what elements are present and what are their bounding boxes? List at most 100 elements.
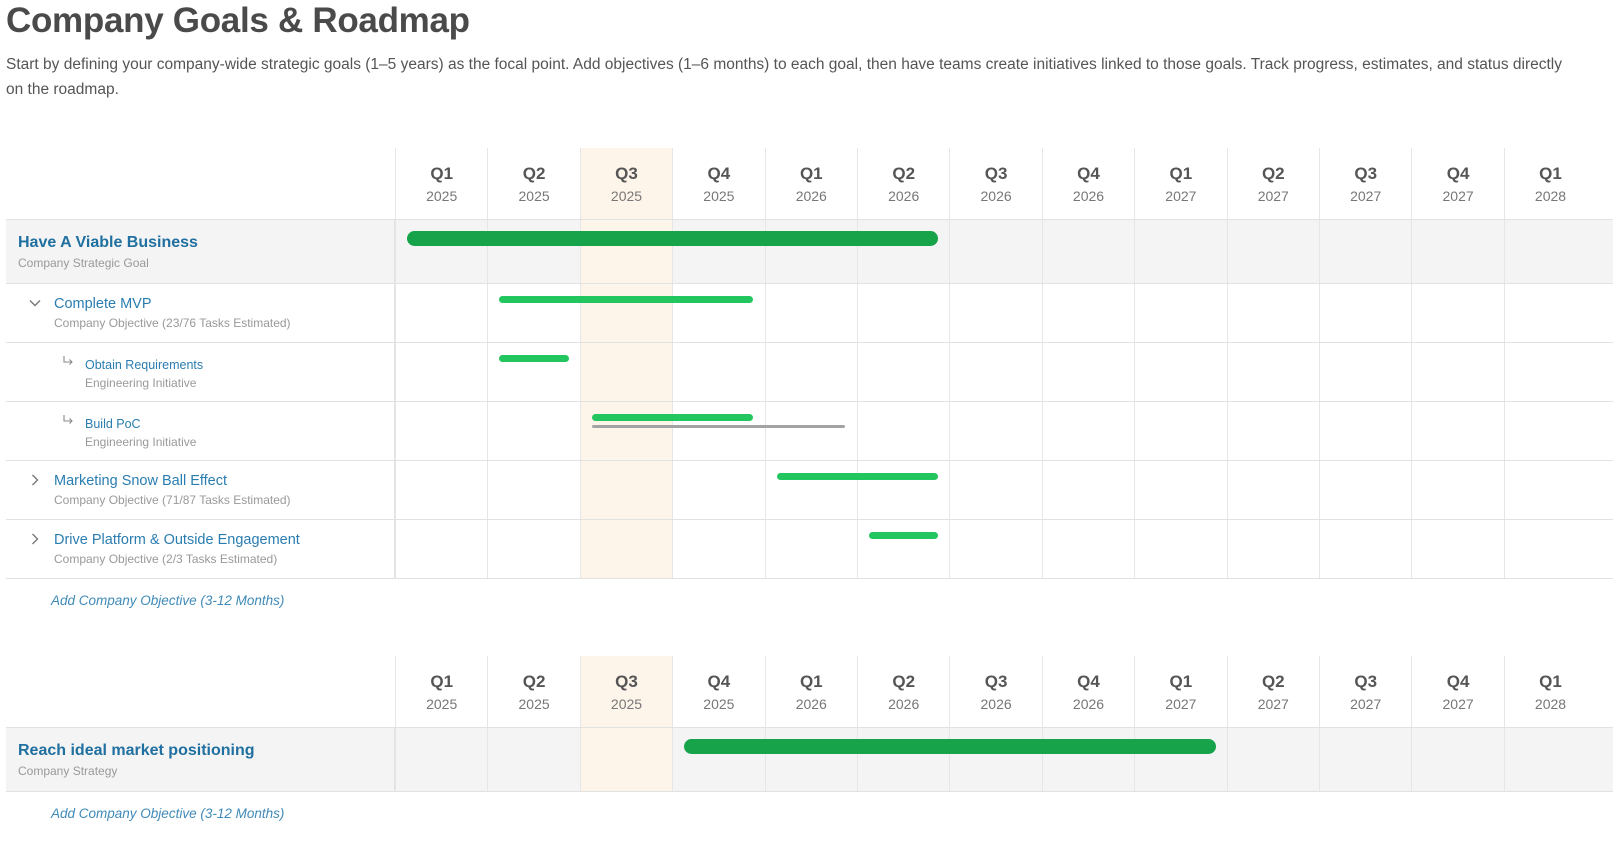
objective-title[interactable]: Drive Platform & Outside Engagement (54, 532, 300, 548)
timeline-cell (395, 728, 487, 791)
objective-timeline-bar[interactable] (499, 296, 753, 303)
timeline-cell (1041, 343, 1134, 401)
timeline-cell (949, 402, 1041, 460)
timeline-cell (395, 343, 487, 401)
quarter-label: Q4 (1446, 164, 1470, 183)
timeline-cell (1041, 461, 1134, 519)
initiative-timeline-bar[interactable] (499, 355, 569, 362)
chevron-down-icon[interactable] (28, 296, 42, 310)
timeline-cell (1134, 461, 1226, 519)
initiative-title[interactable]: Build PoC (85, 417, 141, 431)
quarter-year: 2027 (1442, 696, 1474, 712)
timeline-cell (857, 520, 949, 578)
quarter-label: Q4 (1077, 164, 1100, 183)
quarter-label: Q4 (707, 672, 731, 691)
timeline-cell (1411, 402, 1503, 460)
timeline-cell (1319, 343, 1411, 401)
objective-row: Marketing Snow Ball Effect Company Object… (6, 461, 1613, 520)
objective-timeline-bar[interactable] (869, 532, 939, 539)
timeline-cell (1319, 728, 1411, 791)
row-label-cell: Obtain Requirements Engineering Initiativ… (6, 343, 395, 401)
goal-timeline-bar[interactable] (684, 739, 1216, 754)
timeline-cell (764, 220, 857, 283)
goal-type-label: Company Strategy (18, 764, 118, 778)
quarter-label: Q1 (1169, 164, 1193, 183)
quarter-header: Q3 2025 (579, 656, 673, 727)
goal-title[interactable]: Reach ideal market positioning (18, 742, 255, 759)
quarter-label: Q4 (707, 164, 731, 183)
quarter-header: Q1 2026 (764, 656, 857, 727)
timeline-cell (395, 402, 487, 460)
timeline-cell (487, 402, 579, 460)
add-objective-link[interactable]: Add Company Objective (3-12 Months) (51, 806, 285, 821)
timeline-cell (857, 220, 949, 283)
initiative-timeline-bar[interactable] (591, 414, 753, 421)
timeline-cell (1134, 728, 1226, 791)
quarter-header: Q3 2026 (949, 148, 1041, 219)
quarter-year: 2026 (1072, 188, 1105, 204)
quarter-header: Q4 2026 (1041, 148, 1134, 219)
timeline-cell (857, 728, 949, 791)
timeline-cell (1319, 520, 1411, 578)
timeline-cell (1226, 728, 1319, 791)
timeline-cell (1411, 284, 1503, 342)
timeline-cell (672, 220, 764, 283)
timeline-header: Q1 2025 Q2 2025 Q3 2025 Q4 2025 Q1 2026 Q2 2026 Q3 20… (6, 656, 1613, 728)
timeline-cell (672, 728, 764, 791)
timeline-cell (949, 220, 1041, 283)
row-label-cell: Marketing Snow Ball Effect Company Object… (6, 461, 395, 519)
timeline-cell (1041, 520, 1134, 578)
timeline-cell (764, 461, 857, 519)
quarter-year: 2027 (1165, 188, 1197, 204)
timeline-cell (949, 520, 1041, 578)
quarter-label: Q1 (799, 164, 823, 183)
objective-title[interactable]: Marketing Snow Ball Effect (54, 473, 228, 489)
goal-row: Reach ideal market positioning Company St… (6, 728, 1613, 792)
timeline-cell (1226, 461, 1319, 519)
timeline-cell (764, 520, 857, 578)
timeline-cell (579, 461, 673, 519)
quarter-year: 2028 (1534, 188, 1567, 204)
quarter-header: Q1 2025 (395, 148, 487, 219)
quarter-label: Q2 (1261, 672, 1285, 691)
timeline-cell (857, 461, 949, 519)
initiative-row: Build PoC Engineering Initiative (6, 402, 1613, 461)
initiative-title[interactable]: Obtain Requirements (85, 358, 204, 372)
quarter-label: Q1 (430, 672, 454, 691)
timeline-cell (949, 284, 1041, 342)
timeline-cell (487, 728, 579, 791)
estimate-timeline-bar[interactable] (591, 425, 845, 428)
timeline-cell (579, 728, 673, 791)
quarter-header: Q4 2027 (1411, 656, 1503, 727)
goal-row: Have A Viable Business Company Strategic … (6, 220, 1613, 284)
goal-timeline-bar[interactable] (407, 231, 939, 246)
timeline-cell (487, 343, 579, 401)
timeline-cell (579, 284, 673, 342)
chevron-right-icon[interactable] (28, 532, 42, 546)
quarter-year: 2025 (426, 188, 458, 204)
chevron-right-icon[interactable] (28, 473, 42, 487)
quarter-header: Q3 2027 (1319, 148, 1411, 219)
quarter-header: Q4 2027 (1411, 148, 1503, 219)
objective-title[interactable]: Complete MVP (54, 296, 152, 312)
timeline-cell (1226, 284, 1319, 342)
timeline-cell (1503, 343, 1596, 401)
timeline-cell (949, 343, 1041, 401)
quarter-label: Q3 (984, 672, 1008, 691)
quarter-header: Q1 2028 (1503, 148, 1596, 219)
goal-section: Q1 2025 Q2 2025 Q3 2025 Q4 2025 Q1 2026 Q2 2026 Q3 20… (6, 656, 1613, 834)
timeline-cell (672, 461, 764, 519)
add-objective-row: Add Company Objective (3-12 Months) (6, 579, 1613, 621)
timeline-cell (1319, 284, 1411, 342)
quarter-year: 2025 (610, 188, 643, 204)
objective-timeline-bar[interactable] (776, 473, 939, 480)
quarter-year: 2027 (1350, 696, 1382, 712)
quarter-year: 2026 (795, 188, 827, 204)
add-objective-link[interactable]: Add Company Objective (3-12 Months) (51, 593, 285, 608)
timeline-cell (1041, 220, 1134, 283)
objective-row: Drive Platform & Outside Engagement Compa… (6, 520, 1613, 579)
goal-title[interactable]: Have A Viable Business (18, 234, 198, 251)
quarter-label: Q1 (430, 164, 454, 183)
timeline-cell (1319, 402, 1411, 460)
timeline-cell (1134, 343, 1226, 401)
